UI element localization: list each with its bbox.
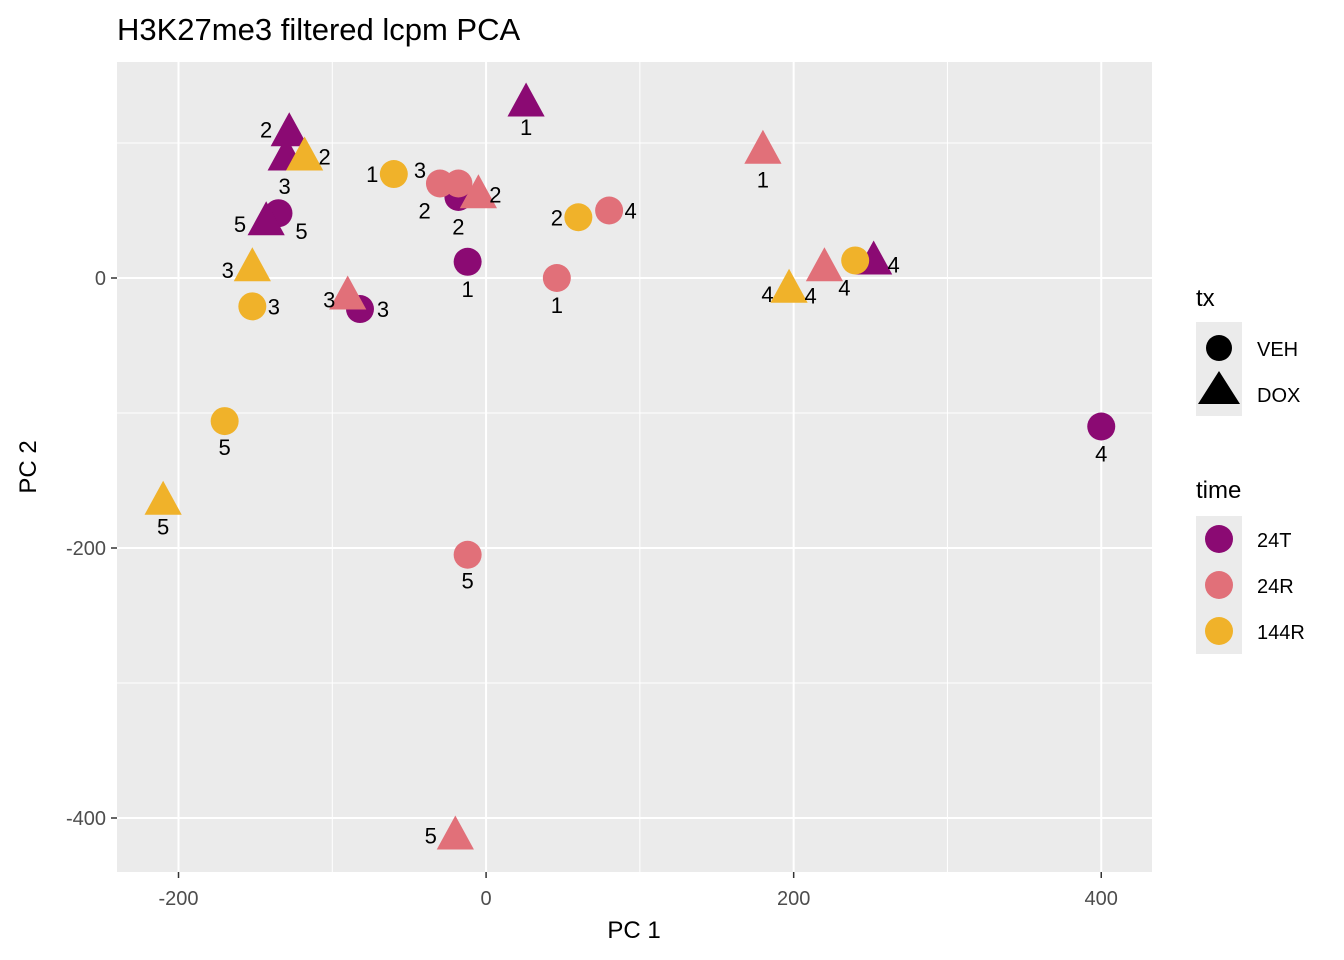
point-circle-144r bbox=[379, 160, 408, 189]
point-triangle-144r bbox=[770, 268, 808, 303]
legend-time-title: time bbox=[1196, 477, 1241, 504]
x-axis-title: PC 1 bbox=[607, 917, 660, 944]
x-axis: -200 0 200 400 bbox=[158, 872, 1118, 910]
point-label: 5 bbox=[157, 514, 169, 539]
point-circle-24r bbox=[595, 196, 624, 225]
point-triangle-24t bbox=[507, 82, 545, 117]
point-triangle-144r bbox=[233, 247, 271, 282]
point-label: 5 bbox=[425, 824, 437, 849]
point-label: 3 bbox=[268, 294, 280, 319]
point-circle-144r bbox=[841, 246, 870, 275]
point-circle-24t bbox=[1087, 412, 1116, 441]
point-circle-144r bbox=[210, 407, 239, 436]
point-label: 2 bbox=[318, 145, 330, 170]
legend-144r-swatch bbox=[1205, 617, 1233, 645]
legend-24r-swatch bbox=[1205, 571, 1233, 599]
y-axis-title: PC 2 bbox=[15, 440, 42, 493]
point-label: 4 bbox=[1095, 442, 1107, 467]
grid-major bbox=[117, 62, 1152, 872]
point-circle-24t bbox=[453, 247, 482, 276]
legend-tx: tx VEH DOX bbox=[1196, 285, 1300, 416]
point-circle-24r bbox=[542, 264, 571, 292]
legend-tx-title: tx bbox=[1196, 285, 1215, 312]
point-triangle-144r bbox=[286, 136, 324, 171]
point-label: 2 bbox=[452, 215, 464, 240]
point-triangle-24r bbox=[744, 129, 782, 164]
point-label: 4 bbox=[625, 199, 637, 224]
legend-time: time 24T 24R 144R bbox=[1196, 477, 1305, 654]
legend-veh-circle-icon bbox=[1206, 335, 1232, 361]
point-triangle-144r bbox=[144, 480, 182, 515]
legend-tx-label-dox: DOX bbox=[1257, 385, 1300, 407]
point-label: 4 bbox=[838, 275, 850, 300]
point-triangle-24r bbox=[805, 247, 844, 282]
point-label: 3 bbox=[323, 288, 335, 313]
y-tick-label: 0 bbox=[95, 268, 106, 290]
point-label: 5 bbox=[462, 568, 474, 593]
point-circle-144r bbox=[564, 203, 593, 232]
point-label: 2 bbox=[418, 199, 430, 224]
point-label: 3 bbox=[377, 297, 389, 322]
chart-title: H3K27me3 filtered lcpm PCA bbox=[117, 12, 520, 47]
point-label: 4 bbox=[761, 282, 773, 307]
x-tick-label: -200 bbox=[158, 888, 198, 910]
point-label: 4 bbox=[804, 284, 816, 309]
point-label: 5 bbox=[234, 212, 246, 237]
legend-tx-label-veh: VEH bbox=[1257, 339, 1298, 361]
point-label: 1 bbox=[551, 293, 563, 318]
point-triangle-24r bbox=[436, 815, 474, 850]
point-label: 3 bbox=[222, 258, 234, 283]
x-tick-label: 200 bbox=[777, 888, 810, 910]
legend-dox-triangle-icon bbox=[1198, 371, 1240, 404]
point-circle-24r bbox=[453, 540, 482, 569]
legend-time-label-24t: 24T bbox=[1257, 530, 1291, 552]
point-label: 4 bbox=[888, 253, 900, 278]
point-label: 5 bbox=[295, 219, 307, 244]
point-triangle-24r bbox=[459, 174, 498, 209]
legend-24t-swatch bbox=[1205, 525, 1233, 553]
x-tick-label: 0 bbox=[481, 888, 492, 910]
point-label: 2 bbox=[551, 205, 563, 230]
plot-panel bbox=[117, 62, 1152, 872]
point-label: 1 bbox=[757, 167, 769, 192]
point-label: 5 bbox=[219, 435, 231, 460]
y-tick-label: -200 bbox=[66, 538, 106, 560]
point-label: 1 bbox=[520, 115, 532, 140]
y-tick-label: -400 bbox=[66, 808, 106, 830]
data-points bbox=[144, 82, 1116, 850]
legend-time-label-24r: 24R bbox=[1257, 576, 1294, 598]
point-triangle-24t bbox=[270, 112, 308, 147]
point-circle-144r bbox=[238, 292, 267, 321]
point-label: 2 bbox=[489, 182, 501, 207]
point-label: 1 bbox=[462, 277, 474, 302]
point-label: 1 bbox=[366, 162, 378, 187]
legend-time-label-144r: 144R bbox=[1257, 622, 1305, 644]
point-triangle-24r bbox=[329, 275, 367, 310]
point-label: 3 bbox=[414, 158, 426, 183]
point-circle-24r bbox=[444, 169, 473, 198]
point-label: 2 bbox=[260, 118, 272, 143]
y-axis: -400 -200 0 bbox=[66, 268, 117, 830]
point-triangle-24t bbox=[247, 201, 285, 236]
x-tick-label: 400 bbox=[1085, 888, 1118, 910]
point-label: 3 bbox=[279, 174, 291, 199]
